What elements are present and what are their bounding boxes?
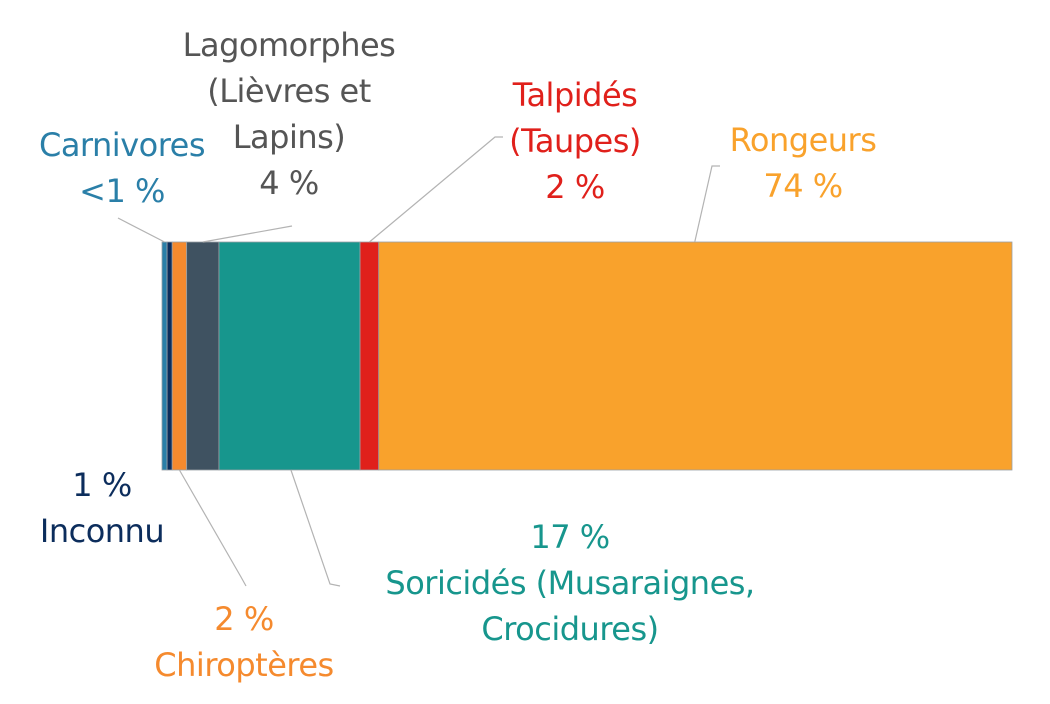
data-label-line: 4 % bbox=[259, 164, 319, 202]
leader-lines bbox=[117, 136, 720, 587]
leader-line-rongeurs bbox=[694, 165, 720, 243]
data-label-line: Rongeurs bbox=[729, 121, 877, 159]
bar-segments bbox=[161, 241, 1013, 471]
data-label-line: 17 % bbox=[530, 518, 610, 556]
bar-segment-carnivores bbox=[161, 241, 168, 471]
data-label-carnivores: Carnivores <1 % bbox=[0, 122, 372, 214]
data-label-line: Talpidés bbox=[512, 76, 638, 114]
data-label-line: 1 % bbox=[72, 466, 132, 504]
bar-segment-lagomorphes bbox=[186, 241, 220, 471]
data-label-line: Lagomorphes bbox=[182, 26, 396, 64]
data-label-line: 74 % bbox=[763, 167, 843, 205]
data-label-line: Lapins) bbox=[232, 118, 346, 156]
leader-line-lagomorphes bbox=[202, 225, 293, 243]
bar-segment-inconnu bbox=[166, 241, 173, 471]
bar-segment-soricidés bbox=[218, 241, 361, 471]
leader-line-talpidés bbox=[369, 136, 503, 243]
leader-line-chiroptères bbox=[178, 469, 247, 587]
data-label-line: (Taupes) bbox=[509, 122, 641, 160]
data-label-lagomorphes: Lagomorphes (Lièvres et Lapins) 4 % bbox=[39, 22, 539, 206]
data-label-line: <1 % bbox=[79, 172, 165, 210]
data-label-chiroptères: 2 % Chiroptères bbox=[0, 596, 494, 688]
data-label-soricidés: 17 % Soricidés (Musaraignes, Crocidures) bbox=[320, 514, 820, 652]
data-label-line: Soricidés (Musaraignes, bbox=[385, 564, 755, 602]
data-label-line: Crocidures) bbox=[481, 610, 659, 648]
bar-segment-rongeurs bbox=[378, 241, 1013, 471]
data-label-inconnu: 1 % Inconnu bbox=[0, 462, 352, 554]
data-label-line: Chiroptères bbox=[154, 646, 334, 684]
data-label-line: Inconnu bbox=[39, 512, 165, 550]
data-label-line: 2 % bbox=[214, 600, 274, 638]
data-label-line: Carnivores bbox=[38, 126, 206, 164]
data-label-line: (Lièvres et bbox=[207, 72, 371, 110]
data-label-rongeurs: Rongeurs 74 % bbox=[553, 117, 1050, 209]
bar-segment-talpidés bbox=[359, 241, 380, 471]
data-label-line: 2 % bbox=[545, 168, 605, 206]
data-label-talpidés: Talpidés (Taupes) 2 % bbox=[325, 72, 825, 210]
bar-segment-chiroptères bbox=[171, 241, 188, 471]
leader-line-carnivores bbox=[117, 217, 165, 243]
leader-line-soricidés bbox=[290, 469, 341, 587]
